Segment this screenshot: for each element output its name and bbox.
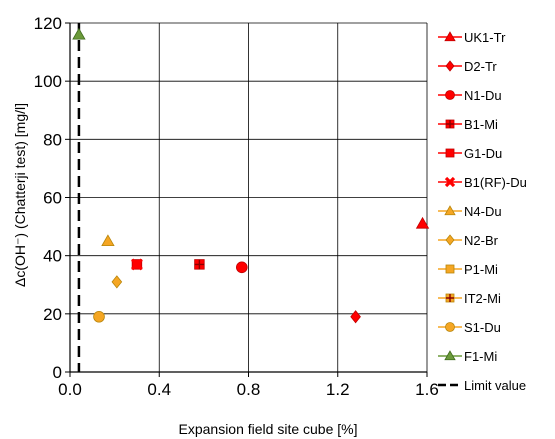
legend-marker: [445, 234, 455, 246]
data-point-f1-mi: [72, 27, 86, 40]
x-tick-label: 0.0: [58, 380, 82, 399]
marker-plus: [446, 120, 454, 128]
legend-marker: [445, 322, 455, 332]
data-point-n1-du: [236, 261, 248, 274]
data-point-d2-tr: [350, 310, 361, 324]
axes: [65, 22, 428, 377]
y-tick-label: 60: [43, 189, 62, 208]
legend-entry: F1-Mi: [464, 349, 497, 364]
y-axis-title: Δc(OH⁻) (Chatterji test) [mg/l]: [12, 103, 28, 287]
x-tick-label: 1.2: [326, 380, 350, 399]
data-point-b1-mi: [194, 259, 205, 270]
marker-plus: [446, 294, 454, 302]
y-tick-label: 120: [34, 14, 62, 33]
legend-marker: [445, 293, 455, 303]
data-point-b1-rf-du: [131, 258, 143, 271]
legend-entry: Limit value: [464, 378, 526, 393]
marker-plus: [194, 259, 205, 270]
legend-entry: P1-Mi: [464, 262, 498, 277]
data-point-n4-du: [101, 234, 115, 247]
legend-entry: N2-Br: [464, 233, 499, 248]
legend-entry: UK1-Tr: [464, 30, 506, 45]
x-tick-label: 0.8: [237, 380, 261, 399]
x-axis-title: Expansion field site cube [%]: [179, 421, 358, 437]
legend-marker: [445, 60, 455, 72]
legend-entry: IT2-Mi: [464, 291, 501, 306]
legend-entry: B1(RF)-Du: [464, 175, 527, 190]
legend-marker: [444, 176, 456, 188]
legend-marker: [445, 148, 455, 158]
y-tick-label: 20: [43, 305, 62, 324]
y-tick-label: 0: [53, 363, 62, 382]
legend-marker: [444, 205, 456, 216]
data-point-s1-du: [93, 310, 105, 323]
legend-entry: N1-Du: [464, 88, 502, 103]
legend-marker: [445, 264, 455, 274]
y-tick-label: 80: [43, 130, 62, 149]
data-point-uk1-tr: [415, 216, 430, 229]
legend-entry: G1-Du: [464, 146, 502, 161]
x-tick-label: 0.4: [147, 380, 171, 399]
legend-entry: N4-Du: [464, 204, 502, 219]
legend-marker: [445, 119, 455, 129]
legend-marker: [445, 90, 455, 100]
x-tick-label: 1.6: [415, 380, 439, 399]
legend-entry: S1-Du: [464, 320, 501, 335]
legend-entry: B1-Mi: [464, 117, 498, 132]
grid-lines: [69, 22, 428, 373]
data-point-n2-br: [111, 275, 123, 289]
legend: UK1-Tr D2-Tr N1-Du B1-Mi G1-Du B1(RF)-Du N4-Du…: [438, 30, 527, 393]
y-tick-label: 100: [34, 72, 62, 91]
legend-entry: D2-Tr: [464, 59, 497, 74]
legend-marker: [444, 350, 456, 361]
legend-marker: [444, 31, 456, 42]
y-tick-label: 40: [43, 247, 62, 266]
tick-labels: 0.0 0.4 0.8 1.2 1.6 0 20 40 60 80 100 120: [34, 14, 439, 399]
data-points: [72, 27, 430, 324]
